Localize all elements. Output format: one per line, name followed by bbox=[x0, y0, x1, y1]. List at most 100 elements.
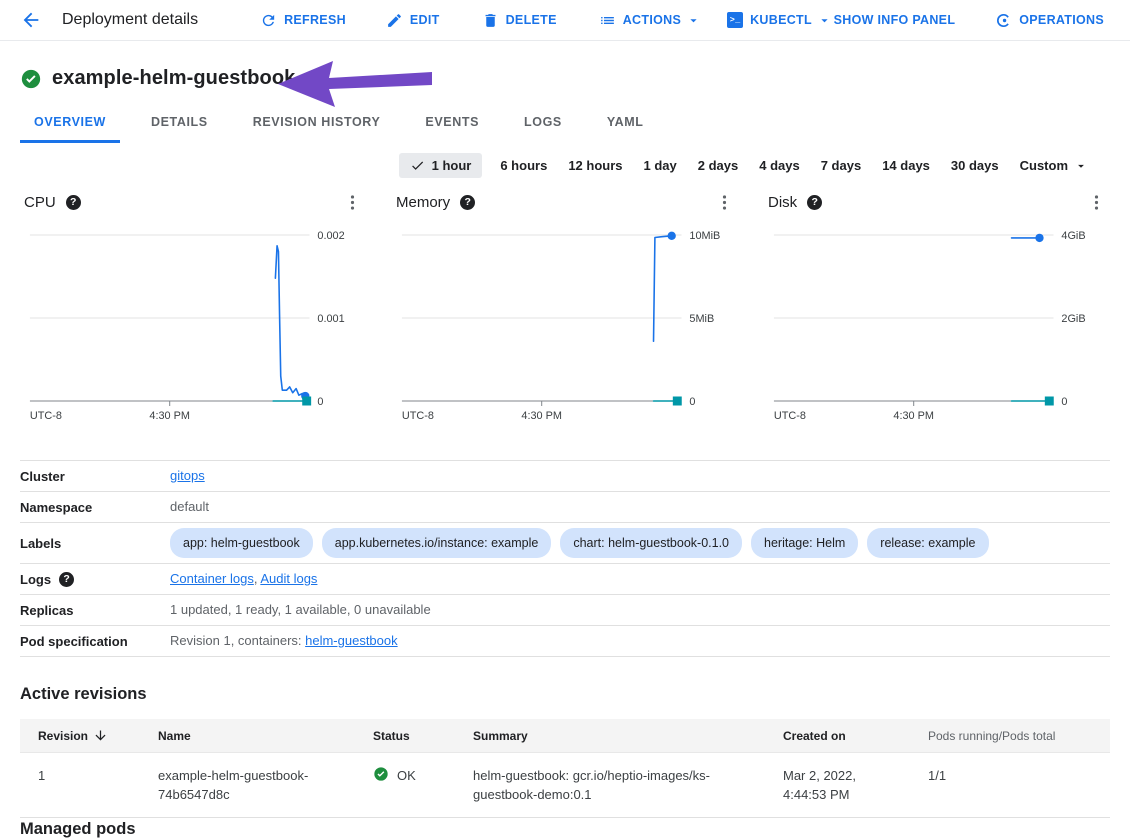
tab-overview[interactable]: OVERVIEW bbox=[20, 106, 120, 143]
chart-memory-plot: 10MiB 5MiB 0 UTC-8 4:30 PM bbox=[402, 230, 720, 422]
time-range-2-days[interactable]: 2 days bbox=[697, 158, 739, 173]
svg-text:4:30 PM: 4:30 PM bbox=[521, 410, 562, 422]
column-header-name[interactable]: Name bbox=[140, 719, 355, 752]
svg-text:10MiB: 10MiB bbox=[689, 230, 720, 242]
detail-link[interactable]: helm-guestbook bbox=[305, 633, 398, 648]
edit-pencil-icon bbox=[388, 13, 401, 27]
active-revisions-heading: Active revisions bbox=[20, 685, 147, 703]
edit-button[interactable]: EDIT bbox=[386, 12, 440, 29]
chart-cpu-panel: CPU? 0.002 0.001 0 UTC-8 4:30 PM bbox=[22, 185, 364, 424]
active-revisions-section: Active revisions Revision Name Status Summa… bbox=[20, 685, 1110, 818]
time-range-custom[interactable]: Custom bbox=[1020, 158, 1088, 173]
detail-text: , bbox=[253, 571, 261, 586]
revisions-header-row: Revision Name Status Summary Created on Pods … bbox=[20, 719, 1110, 753]
tab-logs[interactable]: LOGS bbox=[524, 115, 562, 129]
column-header-revision[interactable]: Revision bbox=[20, 719, 140, 752]
list-icon bbox=[600, 16, 614, 24]
svg-text:0.001: 0.001 bbox=[317, 313, 344, 325]
summary-cell: helm-guestbook: gcr.io/heptio-images/ks-… bbox=[473, 768, 711, 802]
detail-link[interactable]: Container logs bbox=[170, 571, 254, 586]
details-table: Cluster gitops Namespace default Labels app: … bbox=[20, 460, 1110, 657]
chart-cpu-plot: 0.002 0.001 0 UTC-8 4:30 PM bbox=[29, 230, 345, 422]
show-info-panel-button[interactable]: SHOW INFO PANEL bbox=[833, 13, 956, 27]
detail-label: Namespace bbox=[20, 499, 93, 515]
metrics-charts: CPU? 0.002 0.001 0 UTC-8 4:30 PM Memory? 10MiB 5… bbox=[0, 185, 1130, 424]
kubectl-menu-button[interactable]: >_ KUBECTL bbox=[727, 12, 832, 28]
operations-button[interactable]: OPERATIONS bbox=[995, 12, 1104, 29]
column-header-label: Revision bbox=[38, 728, 89, 743]
detail-value: gitops bbox=[170, 466, 205, 486]
tab-bar: OVERVIEW DETAILS REVISION HISTORY EVENTS LOG… bbox=[20, 106, 1130, 143]
time-range-label: 1 hour bbox=[431, 158, 472, 173]
tab-events[interactable]: EVENTS bbox=[425, 115, 480, 129]
time-range-7-days[interactable]: 7 days bbox=[820, 158, 862, 173]
column-header-label: Status bbox=[373, 728, 410, 743]
active-revisions-table: Revision Name Status Summary Created on Pods … bbox=[20, 719, 1110, 818]
actions-menu-button[interactable]: ACTIONS bbox=[599, 12, 701, 29]
resource-name: example-helm-guestbook bbox=[52, 67, 296, 89]
chart-disk-menu-button[interactable] bbox=[1087, 193, 1106, 212]
created-on-cell: Mar 2, 2022, 4:44:53 PM bbox=[783, 768, 856, 802]
detail-value: Container logs, Audit logs bbox=[170, 569, 317, 589]
detail-row-namespace: Namespace default bbox=[20, 491, 1110, 522]
time-range-12-hours[interactable]: 12 hours bbox=[568, 158, 623, 173]
detail-label: Replicas bbox=[20, 602, 74, 618]
label-chip: heritage: Helm bbox=[751, 528, 859, 558]
detail-value: Revision 1, containers: helm-guestbook bbox=[170, 631, 398, 651]
detail-text: default bbox=[170, 499, 210, 514]
detail-value: app: helm-guestbook app.kubernetes.io/ins… bbox=[170, 528, 998, 558]
detail-link[interactable]: gitops bbox=[170, 468, 205, 483]
label-chip: release: example bbox=[867, 528, 989, 558]
toolbar: Deployment details REFRESH EDIT DELETE A… bbox=[0, 0, 1130, 41]
kubectl-terminal-icon: >_ bbox=[727, 12, 744, 28]
status-label: OK bbox=[397, 768, 416, 783]
annotation-arrow bbox=[278, 61, 432, 107]
more-vert-icon bbox=[350, 194, 355, 210]
chart-memory-menu-button[interactable] bbox=[715, 193, 734, 212]
column-header-summary[interactable]: Summary bbox=[455, 719, 765, 752]
detail-label: Pod specification bbox=[20, 633, 128, 649]
detail-value: default bbox=[170, 497, 209, 517]
chart-disk-title: Disk bbox=[768, 193, 798, 211]
detail-row-labels: Labels app: helm-guestbook app.kubernetes.… bbox=[20, 522, 1110, 563]
page-title: Deployment details bbox=[62, 11, 199, 28]
tab-revision-history[interactable]: REVISION HISTORY bbox=[252, 115, 381, 129]
chart-memory-title: Memory bbox=[396, 193, 451, 211]
column-header-created-on[interactable]: Created on bbox=[765, 719, 910, 752]
detail-link[interactable]: Audit logs bbox=[260, 571, 318, 586]
time-range-1-hour[interactable]: 1 hour bbox=[398, 153, 483, 178]
label-chip: chart: helm-guestbook-0.1.0 bbox=[560, 528, 742, 558]
back-button[interactable] bbox=[20, 9, 42, 31]
status-cell: OK bbox=[355, 753, 455, 817]
chart-disk-header: Disk? bbox=[766, 185, 1108, 219]
time-range-30-days[interactable]: 30 days bbox=[950, 158, 999, 173]
refresh-button[interactable]: REFRESH bbox=[260, 12, 346, 29]
detail-row-pod-specification: Pod specification Revision 1, containers:… bbox=[20, 625, 1110, 657]
help-icon[interactable]: ? bbox=[65, 194, 81, 210]
tab-yaml[interactable]: YAML bbox=[606, 115, 644, 129]
time-range-1-day[interactable]: 1 day bbox=[643, 158, 677, 173]
column-header-pods-running-pods-total[interactable]: Pods running/Pods total bbox=[910, 719, 1110, 752]
time-range-custom-label: Custom bbox=[1019, 158, 1068, 173]
status-ok-icon bbox=[374, 767, 388, 781]
pods-cell: 1/1 bbox=[928, 768, 947, 783]
column-header-label: Pods running/Pods total bbox=[928, 728, 1056, 743]
time-range-4-days[interactable]: 4 days bbox=[759, 158, 800, 173]
delete-button[interactable]: DELETE bbox=[482, 12, 557, 29]
help-icon[interactable]: ? bbox=[59, 571, 75, 587]
time-range-14-days[interactable]: 14 days bbox=[882, 158, 930, 173]
help-icon[interactable]: ? bbox=[460, 194, 476, 210]
chevron-down-icon bbox=[690, 18, 697, 22]
detail-row-logs: Logs? Container logs, Audit logs bbox=[20, 563, 1110, 594]
detail-value: 1 updated, 1 ready, 1 available, 0 unava… bbox=[170, 600, 431, 620]
time-range-6-hours[interactable]: 6 hours bbox=[500, 158, 548, 173]
svg-text:0: 0 bbox=[1061, 396, 1067, 408]
tab-details[interactable]: DETAILS bbox=[150, 115, 208, 129]
status-ok-icon bbox=[20, 68, 42, 90]
refresh-icon bbox=[262, 14, 275, 26]
chart-cpu-menu-button[interactable] bbox=[343, 193, 362, 212]
column-header-status[interactable]: Status bbox=[355, 719, 455, 752]
detail-row-cluster: Cluster gitops bbox=[20, 460, 1110, 491]
help-icon[interactable]: ? bbox=[807, 194, 823, 210]
